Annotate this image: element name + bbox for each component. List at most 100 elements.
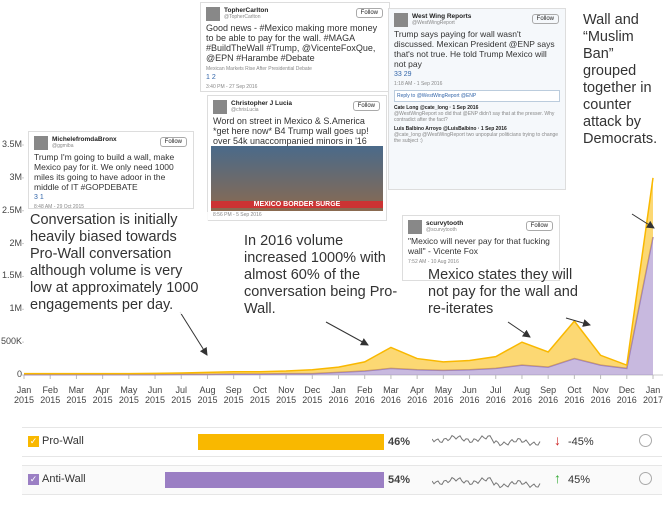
series-name: Anti-Wall	[42, 473, 86, 485]
tweet-time: 8:48 AM - 29 Oct 2015	[34, 204, 85, 209]
y-tick-label: 1M	[9, 303, 22, 314]
share-bar	[197, 434, 384, 450]
follow-button[interactable]: Follow	[352, 101, 380, 111]
tweet-text: Trump I'm going to build a wall, make Me…	[34, 152, 175, 192]
x-tick-label: Jun 2016	[459, 385, 480, 405]
reply-name: Cate Long @cate_long · 1 Sep 2016	[394, 105, 479, 111]
tweet: scurvytooth @scurvytooth Follow "Mexico …	[402, 215, 560, 281]
x-tick-label: Jun 2015	[145, 385, 166, 405]
y-tick-label: 0	[16, 369, 22, 379]
follow-button[interactable]: Follow	[531, 14, 559, 24]
share-label: 54%	[388, 474, 411, 486]
area	[24, 177, 653, 375]
tweet-text: Good news - #Mexico making more money to…	[206, 23, 378, 63]
image-caption: MEXICO BORDER SURGE	[211, 201, 383, 208]
tweet-handle: @scurvytooth	[426, 227, 457, 233]
x-tick-label: Mar 2015	[66, 385, 87, 405]
y-tick-label: 500K	[0, 336, 22, 347]
tweet: Christopher J Lucia @chrisLucia Follow W…	[207, 95, 387, 221]
change-arrow: ↓	[554, 432, 561, 448]
area-line	[24, 177, 654, 375]
sparkline-path	[432, 476, 541, 489]
tweet-name: TopherCarlton	[224, 7, 269, 14]
x-tick-label: Jan 2016	[328, 385, 349, 405]
x-tick-label: May 2016	[433, 385, 454, 405]
tweet-text: Trump says paying for wall wasn't discus…	[394, 29, 555, 69]
arrow	[179, 311, 208, 356]
change-arrow: ↑	[554, 470, 561, 486]
reply-text: @cate_long @WestWingReport two unpopular…	[394, 132, 559, 144]
x-tick-label: Dec 2016	[616, 385, 637, 405]
tweet-stats: 3 1	[34, 194, 44, 201]
tweet-card: Mexican Markets Rise After Presidential …	[206, 66, 312, 72]
x-tick-label: Jan 2015	[13, 385, 35, 405]
arrow	[631, 213, 655, 229]
follow-button[interactable]: Follow	[355, 8, 383, 18]
y-tick-label: 2M	[9, 237, 22, 248]
tweet-image: MEXICO BORDER SURGE	[211, 146, 383, 211]
x-tick-label: May 2015	[118, 385, 139, 405]
x-tick-label: Feb 2016	[354, 385, 375, 405]
change-label: 45%	[568, 474, 591, 486]
tweet-handle: @TopherCarlton	[224, 14, 261, 20]
x-tick-label: Aug 2016	[511, 385, 532, 405]
reply-name: Luis Balbino Arroyo @LuisBalbino · 1 Sep…	[394, 126, 507, 132]
reply-text: @WestWingReport so did that @ENP didn't …	[394, 111, 555, 123]
y-tick-label: 3M	[9, 171, 22, 182]
x-tick-label: Jul 2015	[171, 385, 192, 405]
tweet-name: scurvytooth	[426, 220, 464, 227]
x-tick-label: Dec 2015	[302, 385, 323, 405]
hide-icon[interactable]	[639, 434, 652, 447]
sparkline	[432, 434, 541, 447]
tweet-time: 1:18 AM - 1 Sep 2016	[394, 81, 443, 87]
arrow	[565, 317, 591, 327]
annotation: Conversation is initially heavily biased…	[30, 212, 208, 314]
x-tick-label: Apr 2016	[407, 385, 428, 405]
follow-button[interactable]: Follow	[159, 137, 187, 147]
x-tick-label: Mar 2016	[380, 385, 401, 405]
checkbox[interactable]: ✓	[28, 474, 39, 485]
tweet-time: 8:56 PM - 5 Sep 2016	[213, 212, 262, 218]
annotation: Mexico states they will not pay for the …	[428, 267, 578, 317]
x-tick-label: Nov 2015	[276, 385, 297, 405]
x-tick-label: Apr 2015	[92, 385, 113, 405]
tweet: TopherCarlton @TopherCarlton Follow Good…	[200, 2, 390, 92]
x-tick-label: Sep 2016	[538, 385, 559, 405]
x-tick-label: Oct 2016	[564, 385, 585, 405]
tweet-handle: @chrisLucia	[231, 107, 259, 113]
x-tick-label: Aug 2015	[197, 385, 218, 405]
x-tick-label: Jul 2016	[485, 385, 506, 405]
tweet-name: West Wing Reports	[412, 13, 472, 20]
tweet: MichelefromdaBronx @ggmiba Follow Trump …	[28, 131, 194, 209]
y-tick-label: 2.5M	[1, 204, 22, 215]
tweet-stats: 1 2	[206, 74, 216, 81]
follow-button[interactable]: Follow	[525, 221, 553, 231]
x-tick-label: Nov 2016	[590, 385, 611, 405]
tweet-handle: @WestWingReport	[412, 20, 455, 26]
share-bar	[165, 472, 384, 488]
summary-row: ✓ Pro-Wall 46% ↓ -45%	[22, 427, 662, 457]
tweet: West Wing Reports @WestWingReport Follow…	[388, 8, 566, 190]
x-tick-label: Sep 2015	[223, 385, 244, 405]
tweet-name: MichelefromdaBronx	[52, 136, 117, 143]
hide-icon[interactable]	[639, 472, 652, 485]
sparkline-path	[432, 434, 541, 447]
x-tick-label: Jan 2017	[642, 385, 664, 405]
reply-box[interactable]: Reply to @WestWingReport @ENP	[394, 90, 560, 102]
arrow	[507, 321, 531, 338]
change-label: -45%	[568, 436, 594, 448]
y-tick-label: 1.5M	[1, 270, 22, 281]
x-tick-label: Oct 2015	[249, 385, 270, 405]
tweet-stats: 33 29	[394, 71, 412, 78]
tweet-time: 3:40 PM - 27 Sep 2016	[206, 84, 258, 90]
sparkline	[432, 476, 541, 489]
checkbox[interactable]: ✓	[28, 436, 39, 447]
annotation: In 2016 volume increased 1000% with almo…	[244, 233, 398, 317]
series-name: Pro-Wall	[42, 435, 84, 447]
arrow	[325, 321, 369, 346]
x-tick-label: Feb 2015	[40, 385, 61, 405]
annotation: Wall and “Muslim Ban” grouped together i…	[583, 12, 658, 147]
share-label: 46%	[388, 436, 411, 448]
